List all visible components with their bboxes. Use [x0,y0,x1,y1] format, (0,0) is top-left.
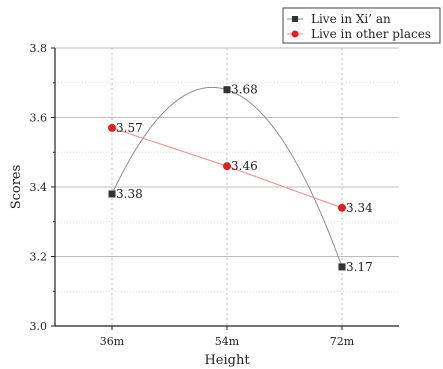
data-label: 3.38 [116,187,143,201]
ticks: 3.0 3.2 3.4 3.6 3.8 36m 54m 72m [30,42,355,348]
data-point-circle [338,203,346,212]
grid [55,47,399,326]
x-axis-title: Height [204,353,250,368]
x-tick-label: 54m [215,335,240,348]
data-point-square [338,263,346,271]
data-point-circle [223,162,231,171]
data-label: 3.68 [231,83,258,97]
legend-marker-square [292,16,298,22]
x-tick-label: 36m [100,335,125,348]
y-tick-label: 3.6 [30,112,48,125]
x-tick-label: 72m [330,335,355,348]
y-tick-label: 3.8 [30,42,48,55]
data-label: 3.46 [231,159,258,173]
y-tick-label: 3.0 [30,320,48,333]
y-axis-title: Scores [9,165,24,210]
legend-marker-circle [291,30,299,38]
legend: Live in Xi’ an Live in other places [282,7,441,44]
legend-label-1: Live in other places [311,27,431,41]
y-tick-label: 3.2 [30,251,48,264]
data-point-square [108,190,116,198]
data-label: 3.34 [346,201,373,215]
data-label: 3.17 [346,260,373,274]
data-point-square [223,86,231,94]
data-label: 3.57 [116,121,143,135]
y-tick-label: 3.4 [30,181,48,194]
data-point-circle [108,123,116,132]
series [108,86,346,271]
legend-label-0: Live in Xi’ an [311,12,391,26]
data-labels: 3.38 3.68 3.17 3.57 3.46 3.34 [116,83,373,274]
legend-box [282,7,441,44]
